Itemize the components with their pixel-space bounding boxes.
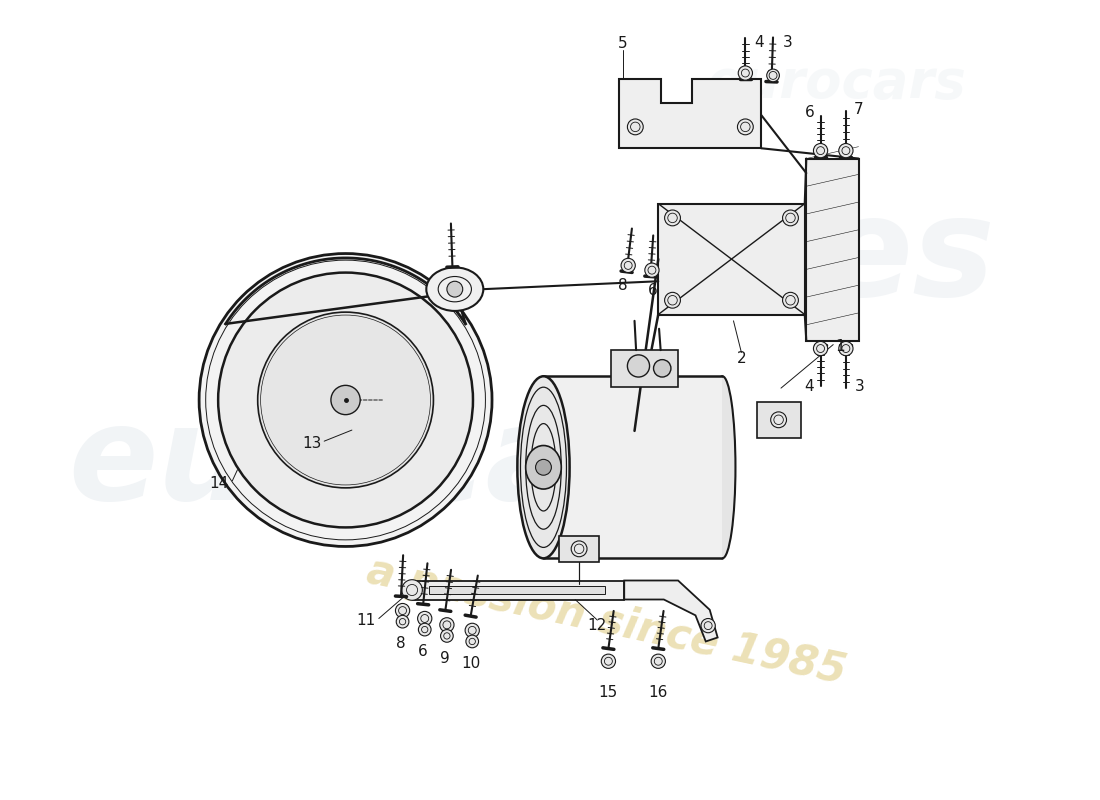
Text: a passion since 1985: a passion since 1985 <box>363 550 850 693</box>
Text: 3: 3 <box>856 379 865 394</box>
Circle shape <box>440 618 454 632</box>
Text: 7: 7 <box>854 102 864 117</box>
Polygon shape <box>624 581 717 642</box>
Text: 16: 16 <box>649 686 668 701</box>
Text: 13: 13 <box>302 436 322 451</box>
Ellipse shape <box>710 376 736 558</box>
Circle shape <box>645 263 659 278</box>
Circle shape <box>767 69 780 82</box>
Circle shape <box>602 654 616 668</box>
Text: eurocars: eurocars <box>68 400 718 527</box>
Text: 2: 2 <box>737 351 746 366</box>
Circle shape <box>651 654 666 668</box>
Circle shape <box>466 635 478 648</box>
Circle shape <box>813 342 827 356</box>
Text: 8: 8 <box>396 636 406 651</box>
Text: 14: 14 <box>209 476 229 490</box>
Circle shape <box>653 360 671 377</box>
Polygon shape <box>610 350 678 386</box>
Circle shape <box>737 119 754 134</box>
Circle shape <box>621 258 636 273</box>
Ellipse shape <box>526 446 561 489</box>
Polygon shape <box>757 402 801 438</box>
Circle shape <box>396 615 409 628</box>
Text: 9: 9 <box>440 650 450 666</box>
Circle shape <box>218 273 473 527</box>
Text: 3: 3 <box>782 34 792 50</box>
Circle shape <box>782 210 799 226</box>
Circle shape <box>627 119 644 134</box>
Ellipse shape <box>517 376 570 558</box>
Circle shape <box>627 355 650 377</box>
Polygon shape <box>543 376 723 558</box>
Text: 12: 12 <box>587 618 607 633</box>
Text: 8: 8 <box>618 278 627 294</box>
Text: eurocars: eurocars <box>706 58 966 110</box>
Circle shape <box>813 143 827 158</box>
Circle shape <box>738 66 752 80</box>
Polygon shape <box>658 204 805 314</box>
Text: 6: 6 <box>648 283 658 298</box>
Circle shape <box>402 580 422 600</box>
Circle shape <box>664 210 681 226</box>
Text: 6: 6 <box>804 105 814 120</box>
Text: 6: 6 <box>418 644 428 659</box>
Circle shape <box>395 603 409 618</box>
Circle shape <box>465 623 480 638</box>
Circle shape <box>441 630 453 642</box>
Circle shape <box>418 611 432 626</box>
Text: 4: 4 <box>754 34 763 50</box>
Circle shape <box>664 292 681 308</box>
Text: 15: 15 <box>598 686 618 701</box>
Text: 5: 5 <box>618 36 627 51</box>
Polygon shape <box>559 536 598 562</box>
Circle shape <box>331 386 360 414</box>
Circle shape <box>571 541 587 557</box>
Circle shape <box>536 459 551 475</box>
Circle shape <box>257 312 433 488</box>
Ellipse shape <box>427 267 483 311</box>
Circle shape <box>839 342 853 356</box>
Circle shape <box>782 292 799 308</box>
Circle shape <box>418 623 431 636</box>
Circle shape <box>771 412 786 428</box>
Circle shape <box>701 618 715 633</box>
Text: es: es <box>820 190 997 325</box>
Polygon shape <box>618 79 761 148</box>
Text: 1: 1 <box>836 338 845 354</box>
Text: 10: 10 <box>461 656 481 671</box>
Circle shape <box>199 254 492 546</box>
Circle shape <box>447 282 463 297</box>
Polygon shape <box>806 158 859 341</box>
Text: 11: 11 <box>356 613 375 627</box>
Circle shape <box>839 143 853 158</box>
Polygon shape <box>429 586 605 594</box>
Text: 4: 4 <box>805 379 814 394</box>
Polygon shape <box>412 581 624 599</box>
